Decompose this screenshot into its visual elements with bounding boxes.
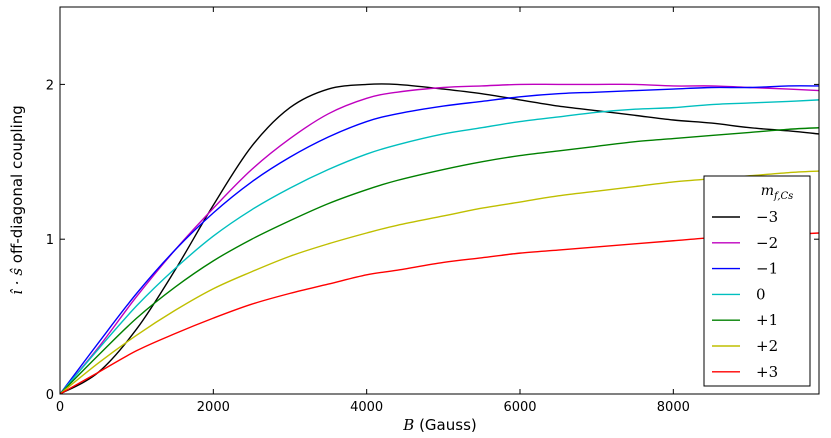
x-tick-label: 8000 [657,400,690,415]
legend-label-1: −3 [756,208,778,226]
x-tick-label: 4000 [350,400,383,415]
y-axis-text: off-diagonal coupling [8,105,26,263]
x-axis-variable: B [402,416,414,434]
y-axis-variable: î · ŝ [8,268,26,295]
series-line-7 [60,232,819,394]
legend: mf,Cs −3 −2 −1 0 +1 +2 +3 [703,175,811,387]
series-line-3 [60,85,819,394]
x-tick-label: 0 [56,400,64,415]
legend-label-4: 0 [756,285,766,303]
legend-box [703,175,811,387]
series-line-6 [60,170,819,394]
y-tick-label: 1 [46,233,54,248]
x-tick-label: 6000 [503,400,536,415]
x-axis-label: B (Gauss) [402,416,476,434]
x-axis-unit: (Gauss) [419,416,477,434]
legend-title-sub: f,Cs [773,191,793,202]
legend-label-3: −1 [756,260,778,278]
legend-label-7: +3 [756,363,778,381]
plot-frame [59,6,820,395]
y-tick-label: 0 [46,388,54,403]
series-line-2 [60,83,819,394]
series-line-1 [60,83,819,394]
y-tick-label: 2 [46,78,54,93]
legend-title: mf,Cs [761,183,794,202]
y-axis-label: î · ŝ off-diagonal coupling [8,105,26,295]
legend-label-6: +2 [756,337,778,355]
legend-title-base: m [761,183,774,199]
legend-label-5: +1 [756,311,778,329]
data-series-group [60,83,819,394]
series-line-4 [60,99,819,394]
legend-items: −3 −2 −1 0 +1 +2 +3 [712,208,778,381]
series-line-5 [60,127,819,394]
y-axis-ticks: 0 1 2 [46,78,819,403]
x-axis-ticks: 0 2000 4000 6000 8000 [56,7,690,415]
legend-label-2: −2 [756,234,778,252]
x-tick-label: 2000 [197,400,230,415]
